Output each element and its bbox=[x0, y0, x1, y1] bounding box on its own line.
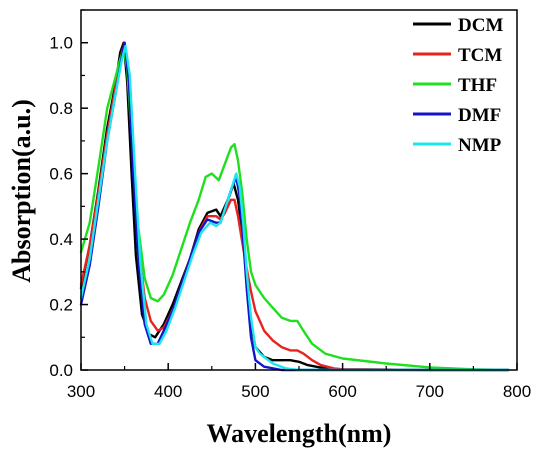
y-tick-label: 0.8 bbox=[49, 99, 73, 118]
y-tick-label: 0.4 bbox=[49, 230, 73, 249]
y-tick-label: 0.0 bbox=[49, 361, 73, 380]
x-axis-title: Wavelength(nm) bbox=[207, 419, 392, 448]
x-tick-label: 400 bbox=[154, 382, 182, 401]
axis-ticks: 300 400 500 600 700 800 0.0 0.2 0.4 0.6 0.8 1.0 bbox=[49, 9, 531, 401]
legend-label-tcm: TCM bbox=[458, 45, 502, 66]
y-tick-label: 1.0 bbox=[49, 34, 73, 53]
series-layer bbox=[79, 41, 510, 372]
legend-label-thf: THF bbox=[458, 75, 497, 96]
legend-label-nmp: NMP bbox=[458, 135, 502, 156]
legend: DCM TCM THF DMF NMP bbox=[413, 15, 503, 156]
x-tick-label: 700 bbox=[416, 382, 444, 401]
y-tick-label: 0.6 bbox=[49, 165, 73, 184]
legend-label-dcm: DCM bbox=[458, 15, 503, 36]
x-tick-label: 800 bbox=[503, 382, 531, 401]
x-tick-label: 500 bbox=[241, 382, 269, 401]
series-line-nmp bbox=[79, 44, 510, 372]
legend-label-dmf: DMF bbox=[458, 105, 501, 126]
y-axis-title: Absorption(a.u.) bbox=[7, 99, 36, 282]
x-tick-label: 300 bbox=[67, 382, 95, 401]
y-tick-label: 0.2 bbox=[49, 296, 73, 315]
x-tick-label: 600 bbox=[328, 382, 356, 401]
